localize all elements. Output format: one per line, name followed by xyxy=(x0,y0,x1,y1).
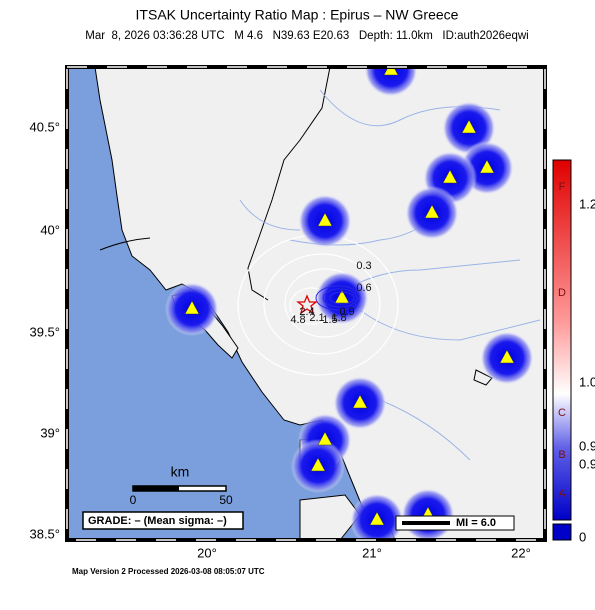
lon-label: 22° xyxy=(511,545,531,560)
scale-title: km xyxy=(171,464,190,480)
colorbar-value: 0.9 xyxy=(579,438,595,453)
contour-label: 1.5 xyxy=(322,314,337,326)
contour-label: 2.4 xyxy=(299,306,314,318)
colorbar-value: 1.0 xyxy=(579,374,595,389)
grade-letter: F xyxy=(559,181,566,193)
scale-label: 0 xyxy=(130,493,137,507)
subtitle: Mar 8, 2026 03:36:28 UTC M 4.6 N39.63 E2… xyxy=(85,30,528,42)
station xyxy=(184,300,200,315)
lon-label: 21° xyxy=(362,545,382,560)
station xyxy=(461,119,477,134)
station xyxy=(334,289,350,304)
station xyxy=(499,349,515,364)
contour-label: 1.8 xyxy=(331,312,346,324)
station xyxy=(317,431,333,446)
grade-letter: D xyxy=(558,287,566,299)
lat-label: 38.5° xyxy=(29,526,60,541)
station xyxy=(479,159,495,174)
mi-line xyxy=(402,521,450,525)
scale-label: 50 xyxy=(219,493,233,507)
epicenter xyxy=(296,294,318,315)
contour-label: 4.8 xyxy=(290,314,305,326)
lat-label: 39.5° xyxy=(29,324,60,339)
colorbar-value: 0 xyxy=(579,529,586,544)
grade-letter: B xyxy=(558,449,565,461)
mi-box xyxy=(395,515,515,531)
map-frame xyxy=(65,65,547,542)
footer: Map Version 2 Processed 2026-03-08 08:05… xyxy=(72,567,265,576)
contour-label: 0.9 xyxy=(339,306,354,318)
grade-letter: A xyxy=(558,488,566,500)
border xyxy=(247,67,331,301)
island xyxy=(299,494,361,540)
station xyxy=(442,169,458,184)
lon-label: 20° xyxy=(197,545,217,560)
lat-label: 40.5° xyxy=(29,119,60,134)
lat-label: 39° xyxy=(40,425,60,440)
station xyxy=(317,212,333,227)
station xyxy=(424,204,440,219)
contour-label: 0.3 xyxy=(356,260,371,272)
contour-label: 0.6 xyxy=(356,282,371,294)
station xyxy=(352,394,368,409)
border xyxy=(99,237,151,251)
grade-box xyxy=(82,511,244,530)
mi-label: MI = 6.0 xyxy=(456,517,496,529)
scale-bar: km 0 50 xyxy=(130,464,233,507)
uncertainty-halo xyxy=(364,67,418,97)
contours xyxy=(237,234,399,376)
station xyxy=(310,457,326,472)
lat-label: 40° xyxy=(40,222,60,237)
grade: GRADE: – (Mean sigma: –) xyxy=(88,515,227,527)
title: ITSAK Uncertainty Ratio Map : Epirus – N… xyxy=(136,7,459,23)
river xyxy=(239,89,541,461)
map-area: 0.3 0.60.91.51.8 2.12.44.8 xyxy=(67,67,545,540)
colorbar-value: 0.9 xyxy=(579,456,595,471)
blue-contours xyxy=(315,285,361,311)
colorbar-value: 1.2 xyxy=(579,196,595,211)
contour-label: 2.1 xyxy=(309,312,324,324)
station xyxy=(369,511,385,526)
colorbar xyxy=(552,159,572,541)
grade-letter: C xyxy=(558,407,566,419)
